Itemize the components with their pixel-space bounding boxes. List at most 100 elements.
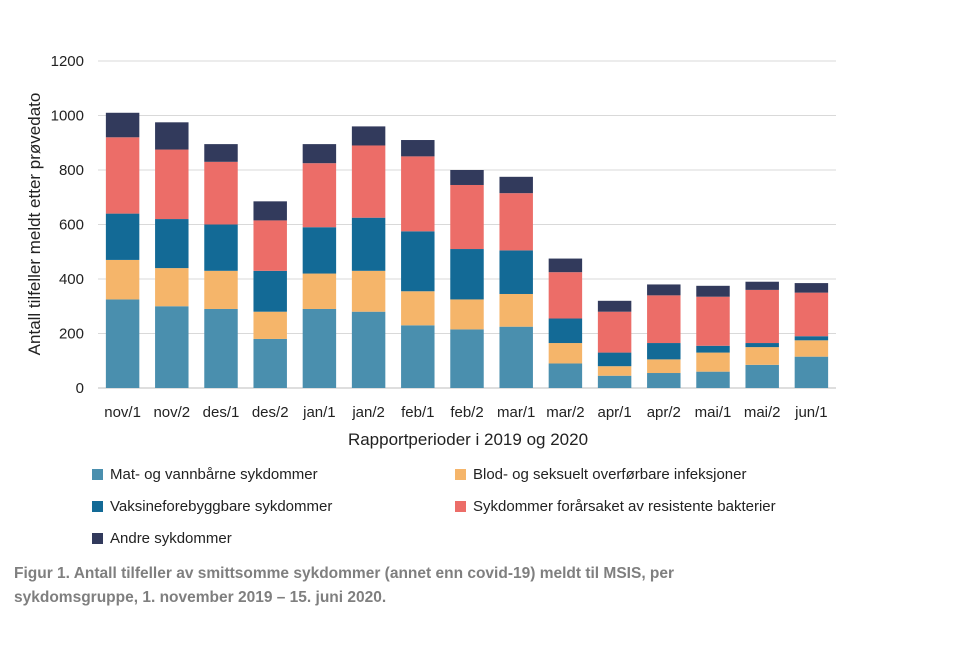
bar-segment: [745, 343, 779, 348]
bar-segment: [597, 311, 632, 353]
x-tick-label: nov/1: [104, 404, 141, 421]
x-tick-label: mar/1: [497, 404, 535, 421]
legend-swatch: [92, 501, 103, 512]
bar-segment: [253, 220, 287, 271]
bar-segment: [302, 273, 337, 309]
y-tick-label: 600: [59, 217, 84, 234]
bar-segment: [253, 338, 287, 388]
bar-segment: [499, 250, 533, 294]
bar-segment: [696, 352, 730, 372]
bar-segment: [450, 249, 484, 300]
x-tick-label: jan/2: [351, 404, 385, 421]
legend-swatch: [92, 533, 103, 544]
bars: [105, 112, 829, 388]
bar-segment: [155, 122, 189, 150]
bar-segment: [499, 293, 533, 327]
legend-label: Andre sykdommer: [110, 530, 232, 547]
bar-segment: [794, 283, 829, 293]
x-tick-label: feb/1: [401, 404, 434, 421]
bar-segment: [794, 340, 829, 357]
bar-segment: [105, 299, 140, 388]
bar-segment: [105, 259, 140, 300]
bar-segment: [499, 176, 533, 194]
bar-segment: [696, 345, 730, 353]
legend-label: Sykdommer forårsaket av resistente bakte…: [473, 498, 776, 515]
x-tick-label: jun/1: [794, 404, 828, 421]
bar-segment: [204, 144, 238, 162]
bar-segment: [745, 281, 779, 290]
bar-segment: [401, 291, 435, 326]
y-axis-title: Antall tilfeller meldt etter prøvedato: [25, 93, 44, 356]
bar-segment: [745, 289, 779, 344]
caption-line-1: Figur 1. Antall tilfeller av smittsomme …: [14, 565, 675, 582]
legend-label: Mat- og vannbårne sykdommer: [110, 466, 318, 483]
x-tick-label: mai/1: [695, 404, 732, 421]
bar-segment: [499, 326, 533, 388]
y-tick-label: 0: [76, 380, 84, 397]
x-tick-label: nov/2: [153, 404, 190, 421]
x-tick-label: des/2: [252, 404, 289, 421]
bar-segment: [204, 224, 238, 271]
bar-segment: [253, 311, 287, 339]
bar-segment: [548, 318, 583, 344]
bar-segment: [302, 308, 337, 388]
y-tick-label: 400: [59, 271, 84, 288]
legend-label: Vaksineforebyggbare sykdommer: [110, 498, 333, 515]
x-tick-label: des/1: [203, 404, 240, 421]
x-tick-label: apr/1: [597, 404, 631, 421]
y-tick-label: 1200: [51, 53, 84, 70]
bar-segment: [351, 270, 386, 312]
bar-segment: [745, 347, 779, 365]
bar-segment: [155, 219, 189, 269]
bar-segment: [253, 201, 287, 221]
x-tick-label: mai/2: [744, 404, 781, 421]
bar-segment: [302, 227, 337, 274]
bar-segment: [401, 140, 435, 157]
y-tick-label: 800: [59, 162, 84, 179]
bar-segment: [204, 161, 238, 225]
bar-segment: [647, 343, 681, 360]
bar-segment: [253, 270, 287, 312]
bar-segment: [351, 145, 386, 218]
bar-segment: [548, 363, 583, 388]
legend-item-resistente: Sykdommer forårsaket av resistente bakte…: [455, 498, 776, 515]
bar-segment: [696, 296, 730, 346]
legend-swatch: [455, 501, 466, 512]
bar-segment: [302, 163, 337, 228]
bar-segment: [401, 231, 435, 292]
x-tick-label: jan/1: [302, 404, 336, 421]
legend-swatch: [92, 469, 103, 480]
bar-segment: [548, 272, 583, 319]
x-tick-label: mar/2: [546, 404, 584, 421]
bar-segment: [450, 184, 484, 250]
bar-segment: [745, 364, 779, 388]
bar-segment: [401, 156, 435, 232]
bar-segment: [597, 300, 632, 312]
bar-segment: [450, 299, 484, 330]
bar-segment: [548, 343, 583, 364]
legend-item-mat-vann: Mat- og vannbårne sykdommer: [92, 466, 318, 483]
bar-segment: [450, 329, 484, 388]
bar-segment: [647, 295, 681, 344]
bar-segment: [696, 371, 730, 388]
bar-segment: [155, 149, 189, 220]
legend-label: Blod- og seksuelt overførbare infeksjone…: [473, 466, 747, 483]
bar-segment: [105, 213, 140, 260]
figure-caption: Figur 1. Antall tilfeller av smittsomme …: [14, 562, 914, 610]
bar-segment: [794, 292, 829, 337]
legend-item-vaksine: Vaksineforebyggbare sykdommer: [92, 498, 332, 515]
bar-segment: [351, 126, 386, 146]
bar-segment: [351, 311, 386, 388]
bar-segment: [499, 193, 533, 251]
bar-segment: [155, 268, 189, 307]
bar-segment: [105, 112, 140, 138]
legend-item-andre: Andre sykdommer: [92, 530, 232, 547]
bar-segment: [548, 258, 583, 273]
y-tick-label: 200: [59, 326, 84, 343]
stacked-bar-chart: 0 200 400 600 800 1000 1200 nov/1 nov/2 des/1 des…: [25, 53, 836, 449]
bar-segment: [450, 170, 484, 185]
caption-line-2: sykdomsgruppe, 1. november 2019 – 15. ju…: [14, 589, 387, 606]
bar-segment: [597, 366, 632, 376]
x-tick-label: apr/2: [647, 404, 681, 421]
bar-segment: [105, 137, 140, 214]
